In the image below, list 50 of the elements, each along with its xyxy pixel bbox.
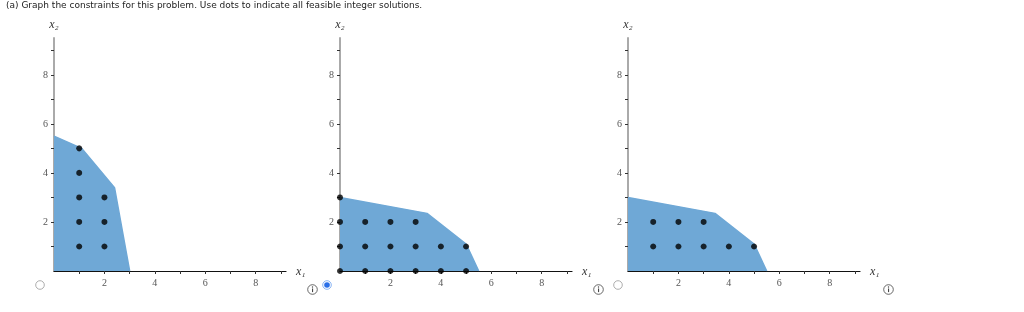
- point: [387, 218, 394, 225]
- y-tick-label: 6: [43, 118, 48, 130]
- x-axis-title: x₁: [581, 264, 592, 278]
- x-tick-label: 2: [675, 276, 681, 288]
- x-tick-label: 2: [101, 276, 107, 288]
- y-tick-label: 4: [617, 167, 622, 179]
- x-tick-label: 4: [438, 276, 444, 288]
- y-axis-title: x₂: [334, 17, 345, 31]
- point: [76, 194, 83, 201]
- x-tick-label: 6: [488, 276, 494, 288]
- point: [412, 243, 419, 250]
- x-axis-title: x₁: [869, 264, 880, 278]
- y-tick-label: 4: [329, 167, 334, 179]
- y-tick-label: 2: [43, 216, 48, 228]
- chart-title: (a) Graph the constraints for this problem. Use dots to indicate all feasible integer solutions.: [6, 0, 423, 10]
- x-tick-label: 4: [726, 276, 732, 288]
- point: [437, 243, 444, 250]
- point: [437, 268, 444, 274]
- x-tick-label: 2: [387, 276, 393, 288]
- y-tick-label: 4: [43, 167, 48, 179]
- point: [76, 243, 83, 250]
- point: [76, 145, 83, 152]
- point: [337, 218, 343, 225]
- y-tick-label: 2: [617, 216, 622, 228]
- y-tick-label: 8: [43, 69, 48, 81]
- point: [76, 218, 83, 225]
- x-tick-label: 6: [776, 276, 782, 288]
- y-tick-label: 8: [329, 69, 334, 81]
- point: [76, 169, 83, 176]
- y-tick-label: 8: [617, 69, 622, 81]
- point: [337, 268, 343, 274]
- point: [101, 218, 108, 225]
- y-axis-title: x₂: [622, 17, 633, 31]
- y-tick-label: 6: [329, 118, 334, 130]
- point: [362, 218, 369, 225]
- x-axis-title: x₁: [295, 264, 306, 278]
- x-tick-label: 6: [202, 276, 208, 288]
- x-tick-label: 4: [152, 276, 158, 288]
- point: [412, 218, 419, 225]
- point: [101, 194, 108, 201]
- y-tick-label: 6: [617, 118, 622, 130]
- point: [463, 243, 470, 250]
- point: [101, 243, 108, 250]
- x-tick-label: 8: [827, 276, 833, 288]
- x-tick-label: 8: [253, 276, 259, 288]
- point: [362, 243, 369, 250]
- y-tick-label: 2: [329, 216, 334, 228]
- x-tick-label: 8: [539, 276, 545, 288]
- point: [387, 243, 394, 250]
- y-axis-title: x₂: [48, 17, 59, 31]
